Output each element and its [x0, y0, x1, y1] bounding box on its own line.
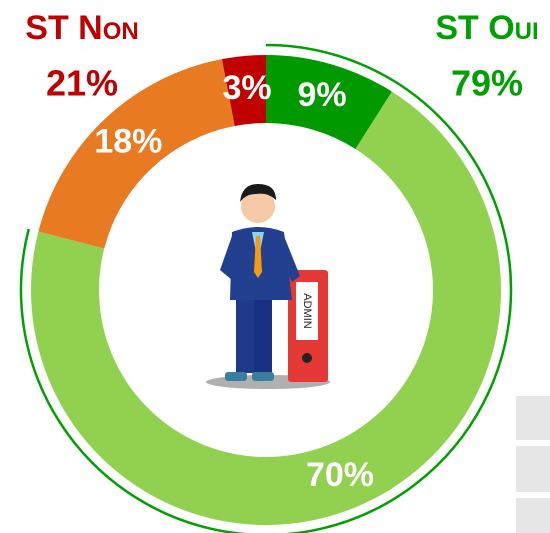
tie	[254, 236, 262, 278]
donut: 9% 70% 18% 3% ST Oui 79% ST Non 21%	[19, 9, 539, 533]
segment-label: 9%	[298, 76, 347, 114]
group-name: ST Oui	[435, 9, 538, 47]
shoe	[225, 372, 247, 381]
leg	[236, 295, 254, 373]
segment-label: 3%	[223, 69, 272, 107]
binder-hole	[302, 353, 312, 363]
segment-label: 70%	[306, 456, 374, 494]
arm	[220, 236, 240, 280]
donut-segment	[38, 59, 235, 249]
binder-label	[296, 282, 318, 340]
binder-text: ADMIN	[301, 293, 313, 329]
leg	[254, 295, 272, 373]
group-arc	[19, 43, 513, 533]
face	[241, 189, 275, 223]
side-boxes	[516, 396, 550, 533]
group-value: 21%	[46, 63, 118, 104]
shoe	[252, 372, 274, 381]
box	[516, 498, 550, 533]
group-value: 79%	[451, 63, 523, 104]
donut-segment	[221, 55, 266, 126]
donut-segment	[266, 55, 392, 149]
hair	[240, 184, 276, 202]
segment-label: 18%	[94, 122, 162, 160]
donut-segment	[30, 91, 501, 525]
arm	[276, 236, 300, 282]
box	[516, 396, 550, 440]
admin-illustration: ADMIN	[206, 184, 330, 389]
group-name: ST Non	[25, 9, 138, 47]
box	[516, 446, 550, 492]
